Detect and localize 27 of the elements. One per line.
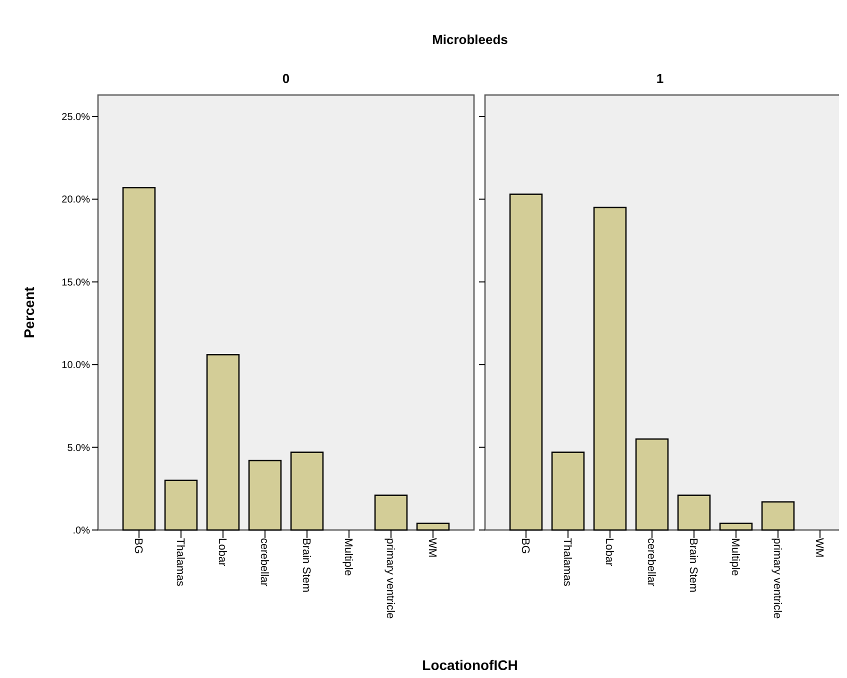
x-tick-label: Lobar [603, 538, 615, 566]
x-tick-label: Lobar [216, 538, 228, 566]
x-tick-label: WM [426, 538, 438, 558]
x-tick-label: Multiple [342, 538, 354, 576]
x-tick-label: WM [813, 538, 825, 558]
y-tick-label: 25.0% [62, 112, 90, 123]
x-tick-label: cerebellar [645, 538, 657, 587]
y-tick-label: 10.0% [62, 360, 90, 372]
chart-subtitle: 0 [282, 71, 290, 86]
x-tick-label: Thalamas [561, 538, 573, 587]
chart-title: Microbleeds [432, 32, 508, 47]
x-tick-label: Thalamas [174, 538, 186, 587]
y-axis-title: Percent [21, 286, 37, 338]
x-tick-label: BG [519, 538, 531, 554]
x-tick-label: primary ventricle [771, 538, 783, 619]
x-tick-label: cerebellar [258, 538, 270, 587]
y-tick-label: 5.0% [67, 442, 90, 454]
y-tick-label: .0% [72, 526, 90, 536]
y-tick-label: 15.0% [62, 277, 90, 288]
x-tick-label: Brain Stem [687, 538, 699, 592]
y-tick-label: 20.0% [62, 194, 90, 206]
x-tick-label: BG [132, 538, 144, 554]
chart-subtitle: 1 [656, 71, 664, 86]
x-axis-title: LocationofICH [422, 657, 518, 673]
x-tick-label: Brain Stem [300, 538, 312, 592]
x-tick-label: primary ventricle [384, 538, 396, 619]
x-tick-label: Multiple [729, 538, 741, 576]
